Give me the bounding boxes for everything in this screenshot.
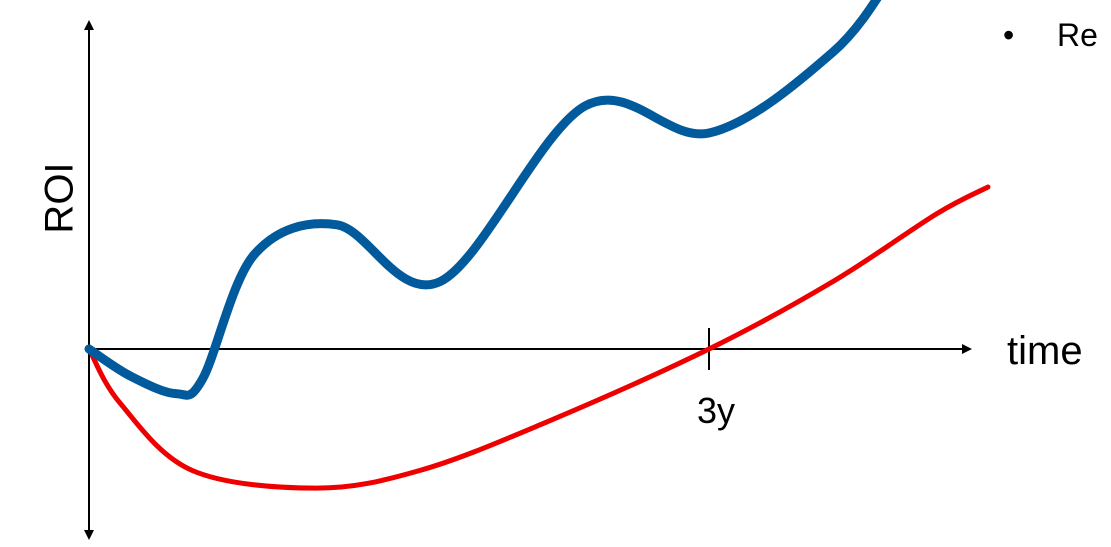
series-line-blue [84,0,882,400]
y-axis-label: ROI [38,162,82,233]
x-axis-label: time [1007,329,1083,373]
bullet-marker: • [1003,17,1014,53]
x-tick-label-3y: 3y [697,390,735,431]
series-line-red [86,184,991,491]
bullet-text: Re [1057,17,1098,53]
